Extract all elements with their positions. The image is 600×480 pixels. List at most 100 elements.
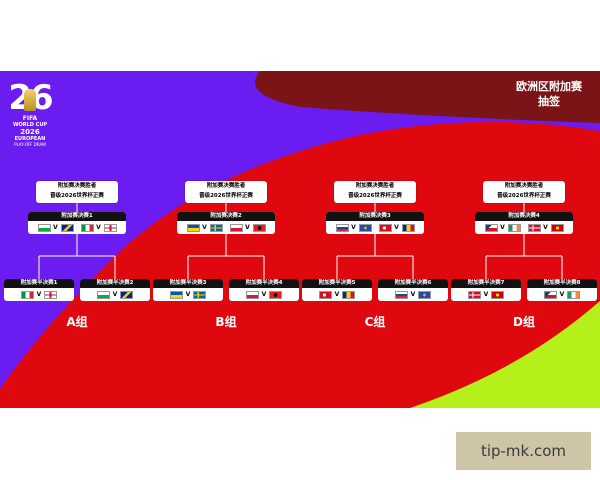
group-label: A组: [66, 315, 88, 329]
logo-line4: PLAY-OFF DRAW: [14, 142, 46, 147]
italy-flag-icon: [21, 290, 34, 299]
draw-banner: 欧洲区附加赛 抽签 26 FIFA WORLD CUP 2026 EUROPEA…: [0, 71, 600, 408]
vs-symbol: V: [36, 291, 42, 298]
final-match-box: 附加赛决赛1 V V: [28, 212, 126, 234]
watermark: tip-mk.com: [456, 432, 591, 470]
kosovo-flag-icon: [418, 290, 431, 299]
title-line1: 欧洲区附加赛: [516, 80, 582, 93]
match-label: 附加赛决赛3: [326, 212, 424, 221]
match-row: V: [527, 288, 597, 301]
vs-symbol: V: [245, 224, 250, 231]
albania-flag-icon: [269, 290, 282, 299]
final-match-box: 附加赛决赛3 V V: [326, 212, 424, 234]
winner-box: 附加赛决赛胜者晋级2026世界杯正赛: [483, 181, 565, 203]
vs-symbol: V: [112, 291, 118, 298]
vs-symbol: V: [410, 291, 416, 298]
title-line2: 抽签: [538, 95, 560, 108]
ukraine-flag-icon: [170, 290, 183, 299]
semifinal-match-box: 附加赛半决赛6 V: [378, 279, 448, 301]
logo-line1: WORLD CUP: [12, 122, 48, 128]
match-label: 附加赛决赛2: [177, 212, 275, 221]
wales-flag-icon: [37, 223, 51, 232]
sweden-flag-icon: [209, 223, 223, 232]
logo-line2: 2026: [20, 128, 40, 136]
semifinal-match-box: 附加赛半决赛7 V: [451, 279, 521, 301]
group-label: B组: [215, 315, 237, 329]
northern-ireland-flag-icon: [103, 223, 117, 232]
vs-symbol: V: [202, 224, 207, 231]
semifinal-match-box: 附加赛半决赛4 V: [229, 279, 299, 301]
slovakia-flag-icon: [335, 223, 349, 232]
group-label: C组: [364, 315, 386, 329]
poland-flag-icon: [229, 223, 243, 232]
sweden-flag-icon: [193, 290, 206, 299]
vs-symbol: V: [559, 291, 565, 298]
winner-box: 附加赛决赛胜者晋级2026世界杯正赛: [185, 181, 267, 203]
match-label: 附加赛半决赛5: [302, 279, 372, 288]
semifinal-match-box: 附加赛半决赛5 V: [302, 279, 372, 301]
ireland-flag-icon: [567, 290, 580, 299]
match-label: 附加赛半决赛2: [80, 279, 150, 288]
vs-symbol: V: [185, 291, 191, 298]
north-macedonia-flag-icon: [550, 223, 564, 232]
final-match-box: 附加赛决赛4 V V: [475, 212, 573, 234]
background-shapes: [0, 71, 600, 408]
semifinal-match-box: 附加赛半决赛2 V: [80, 279, 150, 301]
match-label: 附加赛半决赛4: [229, 279, 299, 288]
group-label: D组: [513, 315, 535, 329]
winner-line1: 附加赛决赛胜者: [355, 183, 395, 189]
denmark-flag-icon: [527, 223, 541, 232]
czechia-flag-icon: [484, 223, 498, 232]
match-row: V: [153, 288, 223, 301]
vs-symbol: V: [500, 224, 505, 231]
romania-flag-icon: [342, 290, 355, 299]
vs-symbol: V: [483, 291, 489, 298]
ukraine-flag-icon: [186, 223, 200, 232]
denmark-flag-icon: [468, 290, 481, 299]
logo-brand: FIFA: [22, 115, 38, 122]
winner-line1: 附加赛决赛胜者: [57, 183, 97, 189]
winner-line2: 晋级2026世界杯正赛: [497, 193, 551, 199]
match-row: V: [451, 288, 521, 301]
trophy-icon: [24, 89, 36, 111]
vs-symbol: V: [334, 291, 340, 298]
wales-flag-icon: [97, 290, 110, 299]
ireland-flag-icon: [507, 223, 521, 232]
match-label: 附加赛半决赛8: [527, 279, 597, 288]
vs-symbol: V: [261, 291, 267, 298]
romania-flag-icon: [401, 223, 415, 232]
winner-box: 附加赛决赛胜者 晋级2026世界杯正赛: [36, 181, 118, 203]
bosnia-flag-icon: [120, 290, 133, 299]
match-label: 附加赛半决赛7: [451, 279, 521, 288]
match-row: V: [378, 288, 448, 301]
turkey-flag-icon: [378, 223, 392, 232]
winner-line1: 附加赛决赛胜者: [504, 183, 544, 189]
winner-line2: 晋级2026世界杯正赛: [199, 193, 253, 199]
match-row: V: [302, 288, 372, 301]
vs-symbol: V: [394, 224, 399, 231]
semifinal-match-box: 附加赛半决赛3 V: [153, 279, 223, 301]
match-label: 附加赛半决赛1: [4, 279, 74, 288]
bracket-lines: [38, 203, 563, 279]
slovakia-flag-icon: [395, 290, 408, 299]
vs-symbol: V: [96, 224, 101, 231]
logo-line3: EUROPEAN: [14, 136, 46, 142]
northern-ireland-flag-icon: [44, 290, 57, 299]
final-match-box: 附加赛决赛2 V V: [177, 212, 275, 234]
semifinal-match-box: 附加赛半决赛8 V: [527, 279, 597, 301]
match-row: V: [229, 288, 299, 301]
semifinal-match-box: 附加赛半决赛1 V: [4, 279, 74, 301]
kosovo-flag-icon: [358, 223, 372, 232]
winner-line1: 附加赛决赛胜者: [206, 183, 246, 189]
page-title: 欧洲区附加赛 抽签: [516, 79, 582, 109]
italy-flag-icon: [80, 223, 94, 232]
turkey-flag-icon: [319, 290, 332, 299]
poland-flag-icon: [246, 290, 259, 299]
match-label: 附加赛决赛4: [475, 212, 573, 221]
winner-line2: 晋级2026世界杯正赛: [348, 193, 402, 199]
czechia-flag-icon: [544, 290, 557, 299]
albania-flag-icon: [252, 223, 266, 232]
